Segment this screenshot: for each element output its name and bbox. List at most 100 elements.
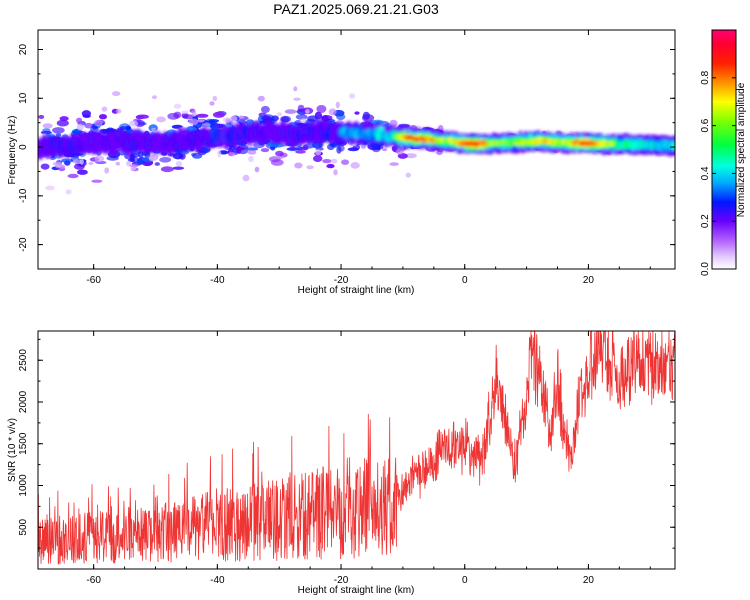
- spectral-outlier: [276, 112, 283, 117]
- spectral-blob: [106, 156, 119, 161]
- spectral-outlier: [152, 95, 157, 100]
- spectral-blob: [91, 179, 103, 183]
- spectral-blob: [125, 125, 132, 130]
- spectral-blob: [160, 166, 174, 173]
- y-tick-label: -20: [18, 237, 29, 252]
- spectral-blob: [59, 116, 69, 122]
- spectral-blob: [76, 117, 83, 124]
- x-tick-label: -20: [334, 575, 349, 586]
- spectral-blob: [436, 150, 443, 156]
- spectral-outlier: [248, 155, 254, 163]
- colorbar-tick-label: 0.6: [700, 118, 711, 132]
- snr-x-label: Height of straight line (km): [298, 585, 415, 596]
- spectral-outlier: [203, 122, 211, 128]
- spectral-outlier: [45, 185, 55, 191]
- spectral-outlier: [209, 101, 215, 106]
- spectral-outlier: [151, 127, 156, 132]
- snr-series-line: [38, 331, 675, 565]
- spectral-outlier: [173, 103, 182, 109]
- spectral-blob: [99, 114, 107, 120]
- colorbar-tick-label: 0.0: [700, 262, 711, 276]
- spectral-blob: [260, 148, 270, 153]
- spectral-outlier: [274, 156, 284, 160]
- spectral-blob: [52, 127, 65, 134]
- snr-marks: [38, 331, 675, 565]
- y-tick-label: 1000: [18, 474, 29, 497]
- spectral-outlier: [389, 162, 399, 166]
- spectral-outlier: [349, 93, 356, 99]
- ridge-segment: [671, 141, 675, 151]
- spectral-blob: [81, 110, 91, 118]
- spectral-outlier: [328, 108, 337, 116]
- y-tick-label: -10: [18, 188, 29, 203]
- spectral-outlier: [112, 91, 121, 97]
- spectral-outlier: [156, 116, 167, 123]
- snr-y-ticks: 500 1000 1500 2000 2500: [18, 338, 675, 549]
- spectral-outlier: [42, 133, 47, 137]
- spectral-blob: [212, 111, 225, 118]
- spectral-blob: [336, 113, 346, 121]
- colorbar-tick-label: 0.4: [700, 166, 711, 180]
- figure-title: PAZ1.2025.069.21.21.G03: [273, 1, 439, 17]
- spectral-outlier: [129, 120, 139, 127]
- snr-x-ticks: -60 -40 -20 0 20: [86, 331, 651, 586]
- spectral-blob: [391, 145, 398, 152]
- spectral-blob: [130, 155, 139, 163]
- spectral-outlier: [196, 119, 205, 123]
- spectral-outlier: [361, 145, 366, 149]
- spectral-outlier: [129, 164, 138, 168]
- spectral-outlier: [175, 161, 183, 167]
- spectral-outlier: [217, 150, 222, 158]
- spectral-blob: [336, 146, 342, 154]
- spectrogram-frame: [37, 29, 676, 270]
- y-tick-label: 500: [18, 518, 29, 535]
- spectrogram-marks: [38, 86, 675, 195]
- spectral-blob: [77, 169, 88, 175]
- spectral-blob: [260, 105, 270, 114]
- spectral-outlier: [126, 160, 132, 167]
- spectral-outlier: [212, 95, 218, 102]
- x-tick-label: -60: [86, 575, 101, 586]
- spectral-blob: [279, 152, 288, 158]
- spectral-outlier: [294, 162, 303, 169]
- spectrogram-y-ticks: -20 -10 0 10 20: [18, 44, 675, 270]
- spectral-outlier: [181, 110, 189, 114]
- spectral-blob: [198, 150, 207, 156]
- spectral-outlier: [72, 159, 83, 165]
- spectral-blob: [38, 114, 45, 119]
- y-tick-label: 10: [18, 92, 29, 104]
- spectral-outlier: [247, 149, 257, 155]
- spectral-outlier: [330, 158, 338, 164]
- spectral-outlier: [257, 95, 265, 102]
- snr-y-label: SNR (10 * v/v): [7, 418, 18, 482]
- spectral-blob: [316, 105, 327, 113]
- spectral-outlier: [101, 106, 108, 112]
- x-tick-label: 0: [462, 575, 468, 586]
- spectral-ridge: [38, 117, 675, 161]
- spectral-outlier: [242, 174, 250, 182]
- spectrogram-y-label: Frequency (Hz): [7, 116, 18, 185]
- spectral-blob: [61, 158, 73, 163]
- spectral-outlier: [115, 161, 121, 166]
- spectral-outlier: [116, 108, 122, 114]
- spectral-outlier: [333, 169, 338, 176]
- colorbar-tick-label: 0.2: [700, 214, 711, 228]
- colorbar-label: Normalized spectral amplitude: [736, 82, 747, 217]
- spectral-blob: [326, 163, 335, 169]
- spectral-outlier: [42, 123, 53, 129]
- spectral-outlier: [104, 167, 110, 174]
- spectral-blob: [90, 126, 99, 133]
- spectral-blob: [173, 111, 182, 119]
- spectral-blob: [382, 148, 388, 152]
- spectral-blob: [341, 159, 350, 165]
- spectral-outlier: [396, 147, 404, 155]
- spectral-outlier: [335, 101, 340, 109]
- spectral-blob: [245, 147, 259, 151]
- x-tick-label: 0: [462, 275, 468, 286]
- spectral-outlier: [149, 156, 157, 162]
- y-tick-label: 0: [18, 144, 29, 150]
- spectral-blob: [42, 128, 51, 133]
- spectral-blob: [295, 150, 306, 154]
- colorbar-ticks: 0.0 0.2 0.4 0.6 0.8: [700, 70, 736, 276]
